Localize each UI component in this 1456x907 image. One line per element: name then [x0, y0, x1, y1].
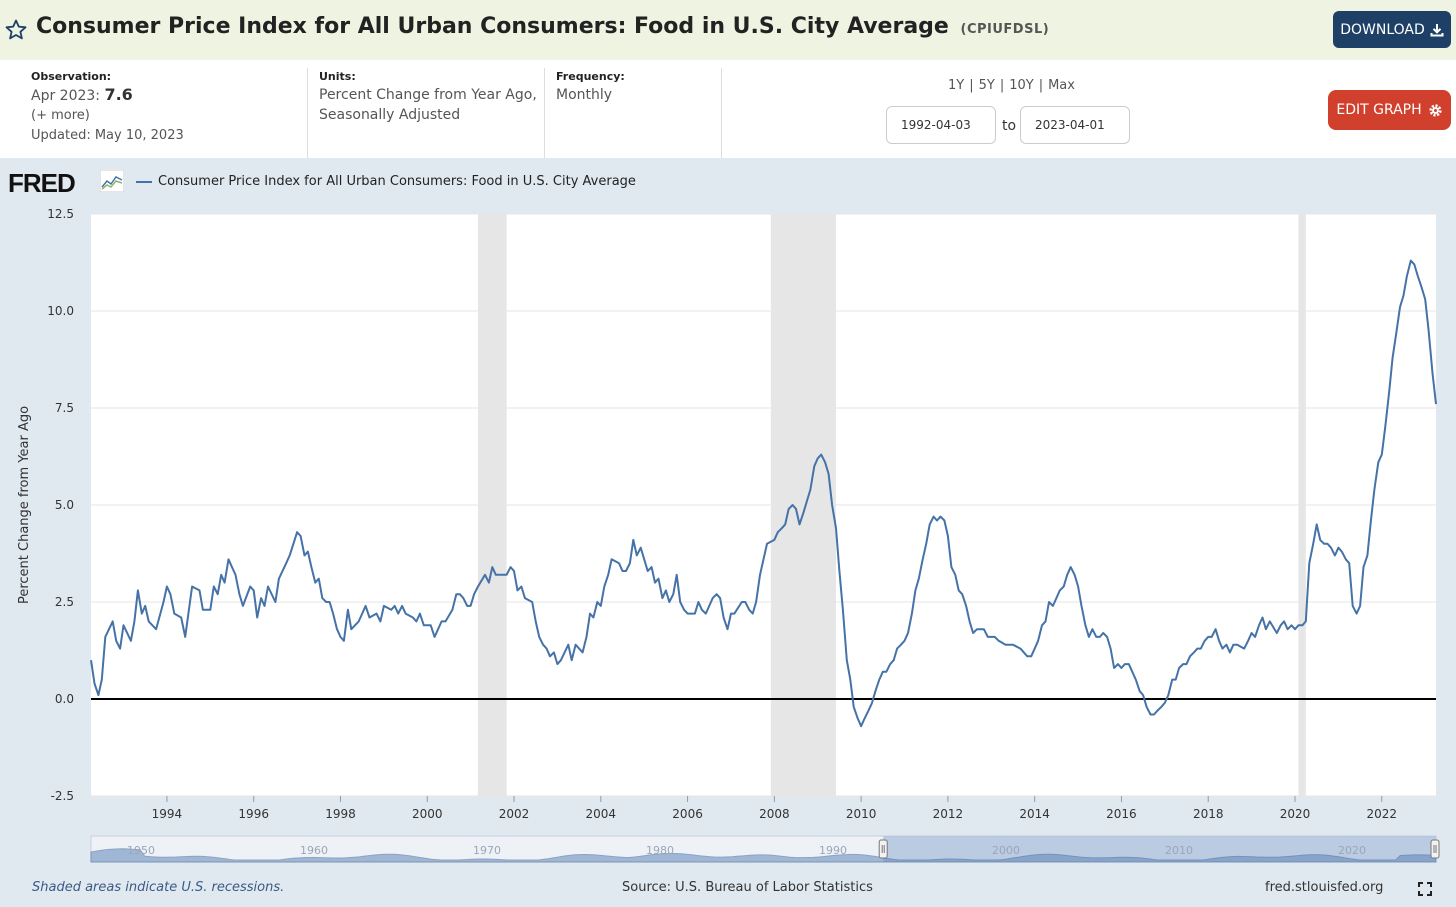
x-tick-label: 2006 — [672, 807, 703, 821]
end-date-input[interactable]: 2023-04-01 — [1020, 106, 1130, 144]
divider — [721, 68, 722, 158]
meta-row: Observation: Apr 2023: 7.6 (+ more) Upda… — [0, 60, 1456, 158]
recession-note: Shaded areas indicate U.S. recessions. — [32, 880, 285, 895]
line-chart[interactable]: -2.5 0.0 2.5 5.0 7.5 10.0 12.5 1994 1996 1998 200… — [0, 158, 1456, 878]
to-label: to — [1002, 118, 1017, 134]
legend-series-label: Consumer Price Index for All Urban Consu… — [158, 174, 636, 189]
series-title: Consumer Price Index for All Urban Consu… — [36, 14, 949, 39]
start-date-input[interactable]: 1992-04-03 — [886, 106, 996, 144]
y-tick-label: 10.0 — [47, 304, 74, 318]
range-separator: | — [969, 78, 974, 93]
divider — [307, 68, 308, 158]
y-tick-label: 7.5 — [55, 401, 74, 415]
frequency-label: Frequency: — [556, 70, 625, 83]
x-tick-label: 2002 — [499, 807, 530, 821]
fred-logo: FRED — [8, 168, 76, 198]
navigator-tick-label: 2010 — [1165, 844, 1193, 857]
x-tick-label: 2008 — [759, 807, 790, 821]
x-tick-label: 2010 — [846, 807, 877, 821]
navigator-tick-label: 1960 — [300, 844, 328, 857]
x-tick-label: 2014 — [1019, 807, 1050, 821]
frequency-block: Frequency: Monthly — [556, 70, 716, 158]
site-link[interactable]: fred.stlouisfed.org — [1265, 880, 1384, 895]
y-tick-label: -2.5 — [51, 789, 74, 803]
divider — [544, 68, 545, 158]
range-10y[interactable]: 10Y — [1009, 78, 1034, 93]
y-tick-label: 0.0 — [55, 692, 74, 706]
navigator-handle[interactable] — [1430, 839, 1440, 859]
x-tick-label: 2004 — [586, 807, 617, 821]
range-5y[interactable]: 5Y — [978, 78, 995, 93]
y-tick-label: 12.5 — [47, 207, 74, 221]
x-tick-label: 1994 — [152, 807, 183, 821]
series-line — [90, 259, 1437, 728]
x-tick-label: 2022 — [1366, 807, 1397, 821]
navigator[interactable]: 1950 1960 1970 1980 1990 2000 2010 2020 — [90, 835, 1440, 863]
x-tick-label: 2016 — [1106, 807, 1137, 821]
observation-label: Observation: — [31, 70, 112, 83]
x-tick-label: 2020 — [1280, 807, 1311, 821]
fullscreen-icon[interactable] — [1418, 882, 1432, 896]
x-tick-label: 2018 — [1193, 807, 1224, 821]
legend-swatch — [136, 180, 152, 183]
range-1y[interactable]: 1Y — [948, 78, 965, 93]
edit-graph-button[interactable]: EDIT GRAPH — [1328, 90, 1451, 130]
source-note: Source: U.S. Bureau of Labor Statistics — [622, 880, 873, 895]
units-label: Units: — [319, 70, 356, 83]
favorite-star-icon[interactable] — [4, 18, 28, 42]
x-tick-label: 1998 — [325, 807, 356, 821]
y-tick-label: 2.5 — [55, 595, 74, 609]
y-axis-label: Percent Change from Year Ago — [17, 406, 32, 604]
observation-date: Apr 2023: — [31, 88, 101, 104]
chart-panel: FRED Consumer Price Index for All Urban … — [0, 158, 1456, 907]
navigator-tick-label: 1970 — [473, 844, 501, 857]
navigator-tick-label: 1980 — [646, 844, 674, 857]
range-max[interactable]: Max — [1048, 78, 1075, 93]
navigator-tick-label: 1990 — [819, 844, 847, 857]
observation-value: 7.6 — [104, 85, 133, 104]
observation-block: Observation: Apr 2023: 7.6 (+ more) Upda… — [31, 70, 301, 158]
more-link[interactable]: (+ more) — [31, 108, 90, 123]
x-tick-label: 1996 — [238, 807, 269, 821]
download-button[interactable]: DOWNLOAD — [1333, 11, 1451, 48]
x-tick-label: 2012 — [933, 807, 964, 821]
navigator-tick-label: 2020 — [1338, 844, 1366, 857]
legend: Consumer Price Index for All Urban Consu… — [136, 174, 636, 189]
navigator-tick-label: 2000 — [992, 844, 1020, 857]
navigator-handle[interactable] — [878, 839, 888, 859]
x-tick-label: 2000 — [412, 807, 443, 821]
page-title: Consumer Price Index for All Urban Consu… — [36, 14, 1049, 39]
navigator-area — [90, 848, 1437, 863]
units-line-2: Seasonally Adjusted — [319, 107, 461, 123]
range-selector: 1Y | 5Y | 10Y | Max — [948, 78, 1075, 93]
gear-icon — [1429, 103, 1442, 117]
updated-date: Updated: May 10, 2023 — [31, 128, 184, 143]
units-block: Units: Percent Change from Year Ago, Sea… — [319, 70, 539, 158]
fred-chart-logo-icon — [100, 170, 124, 192]
frequency-value: Monthly — [556, 87, 613, 103]
edit-graph-label: EDIT GRAPH — [1336, 102, 1422, 118]
navigator-tick-label: 1950 — [127, 844, 155, 857]
range-separator: | — [999, 78, 1005, 93]
download-label: DOWNLOAD — [1340, 21, 1425, 38]
series-id: (CPIUFDSL) — [960, 22, 1050, 37]
download-icon — [1430, 23, 1444, 36]
units-line-1: Percent Change from Year Ago, — [319, 87, 537, 103]
title-bar: Consumer Price Index for All Urban Consu… — [0, 0, 1456, 60]
range-separator: | — [1038, 78, 1044, 93]
y-tick-label: 5.0 — [55, 498, 74, 512]
